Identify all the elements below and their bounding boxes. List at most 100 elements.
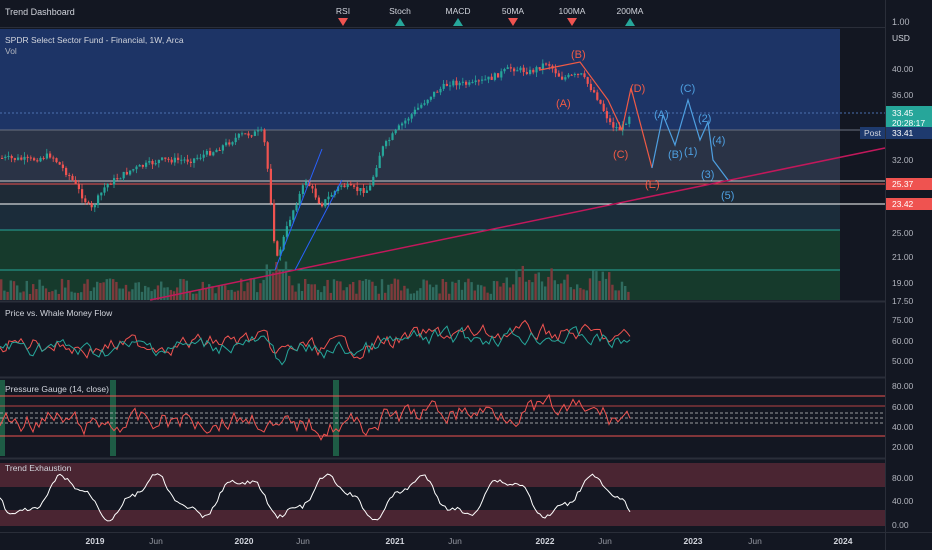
- candle-body: [250, 135, 253, 137]
- candle-body: [55, 158, 58, 163]
- pane-pressure-gauge[interactable]: Pressure Gauge (14, close): [0, 380, 885, 456]
- channel-line-1[interactable]: [274, 148, 323, 271]
- time-label: 2021: [386, 536, 405, 546]
- price-tick: 36.00: [892, 90, 914, 100]
- candle-body: [397, 125, 400, 130]
- volume-bar: [601, 271, 604, 300]
- volume-bar: [227, 290, 230, 300]
- time-label: Jun: [448, 536, 462, 546]
- price-tick-labels: 40.0036.0032.0028.0025.0021.0019.0017.50…: [892, 0, 914, 306]
- pane-tick: 20.00: [892, 442, 914, 452]
- level-badge-lower: [886, 198, 932, 210]
- main-pane[interactable]: (B) (A) (D) (C) (E) (A) (C) (B) (1) (2) …: [0, 29, 886, 301]
- wave-label-red-a: (A): [556, 98, 571, 110]
- volume-bar: [515, 269, 518, 300]
- candle-body: [138, 164, 141, 167]
- indicator-label: Stoch: [389, 6, 411, 16]
- volume-bar: [489, 293, 492, 300]
- pane-whale-money-flow[interactable]: Price vs. Whale Money Flow: [0, 308, 631, 366]
- volume-bar: [377, 293, 380, 300]
- candle-body: [167, 158, 170, 160]
- pane-trend-exhaustion[interactable]: Trend Exhaustion: [0, 463, 885, 526]
- volume-bar: [579, 287, 582, 300]
- candle-body: [519, 67, 522, 71]
- wave-label-red-e: (E): [645, 179, 660, 191]
- candle-body: [529, 69, 532, 74]
- volume-bar: [441, 279, 444, 300]
- long-trendline[interactable]: [149, 147, 886, 301]
- wave-path-red[interactable]: [539, 61, 653, 169]
- volume-bar: [620, 281, 624, 300]
- candle-body: [314, 188, 317, 198]
- candle-body: [273, 203, 276, 242]
- volume-bar: [64, 287, 67, 300]
- candle-body: [605, 111, 608, 119]
- volume-bar: [451, 281, 454, 300]
- volume-bar: [336, 280, 339, 300]
- volume-bar: [262, 279, 265, 300]
- symbol-title[interactable]: SPDR Select Sector Fund - Financial, 1W,…: [5, 35, 184, 45]
- channel-line-2[interactable]: [294, 179, 343, 271]
- volume-bar: [275, 262, 278, 300]
- volume-bar: [457, 279, 460, 300]
- volume-bar: [396, 279, 400, 300]
- candle-body: [452, 80, 455, 86]
- volume-bar: [348, 284, 352, 300]
- candle-body: [538, 67, 541, 70]
- volume-bar: [41, 285, 44, 300]
- candle-body: [375, 168, 378, 177]
- price-scale[interactable]: USD 40.0036.0032.0028.0025.0021.0019.001…: [860, 0, 932, 550]
- volume-bar: [384, 292, 387, 300]
- time-axis[interactable]: 2019 Jun 2020 Jun 2021 Jun 2022 Jun 2023 Jun 2024: [86, 536, 853, 546]
- candle-body: [247, 133, 250, 136]
- candle-body: [253, 131, 256, 136]
- volume-bar: [534, 273, 537, 300]
- volume-bar: [323, 286, 326, 300]
- candle-body: [257, 130, 260, 132]
- candle-body: [378, 155, 381, 169]
- signal-down-icon: [338, 18, 348, 26]
- candle-body: [596, 92, 599, 100]
- candle-body: [372, 176, 375, 186]
- volume-bar: [137, 282, 140, 300]
- candle-body: [282, 236, 285, 250]
- signal-up-icon: [395, 18, 405, 26]
- volume-bar: [105, 279, 108, 300]
- candle-body: [401, 123, 404, 126]
- candle-body: [231, 142, 234, 145]
- candle-body: [225, 142, 228, 146]
- candle-body: [561, 76, 564, 80]
- candle-body: [413, 109, 416, 115]
- candle-body: [442, 83, 445, 89]
- volume-bar: [291, 285, 294, 300]
- candle-body: [4, 156, 7, 159]
- candle-body: [308, 181, 311, 186]
- volume-bar: [204, 288, 208, 300]
- volume-bar: [540, 281, 544, 300]
- candle-body: [545, 63, 548, 65]
- candle-body: [23, 156, 26, 160]
- volume-bar: [153, 289, 156, 300]
- volume-bar: [163, 287, 166, 300]
- candle-body: [516, 70, 519, 72]
- candle-body: [186, 159, 189, 162]
- volume-bar: [51, 291, 54, 300]
- candle-body: [106, 183, 109, 188]
- volume-bar: [412, 293, 416, 300]
- candle-body: [564, 77, 567, 80]
- candle-body: [593, 90, 596, 93]
- volume-bar: [249, 278, 252, 300]
- volume-bar: [329, 292, 332, 300]
- candle-body: [269, 168, 272, 204]
- pane-tick: 80.00: [892, 473, 914, 483]
- volume-bar: [108, 278, 112, 300]
- last-price-badge: [886, 106, 932, 128]
- candle-body: [525, 72, 528, 74]
- pane-scale-labels: 75.00 60.00 50.00 80.00 60.00 40.00 20.00 80.00…: [892, 315, 914, 530]
- candle-body: [61, 164, 64, 169]
- wave-path-blue[interactable]: [651, 97, 729, 181]
- candle-body: [365, 190, 368, 193]
- volume-bar: [569, 287, 572, 300]
- time-label: 2023: [684, 536, 703, 546]
